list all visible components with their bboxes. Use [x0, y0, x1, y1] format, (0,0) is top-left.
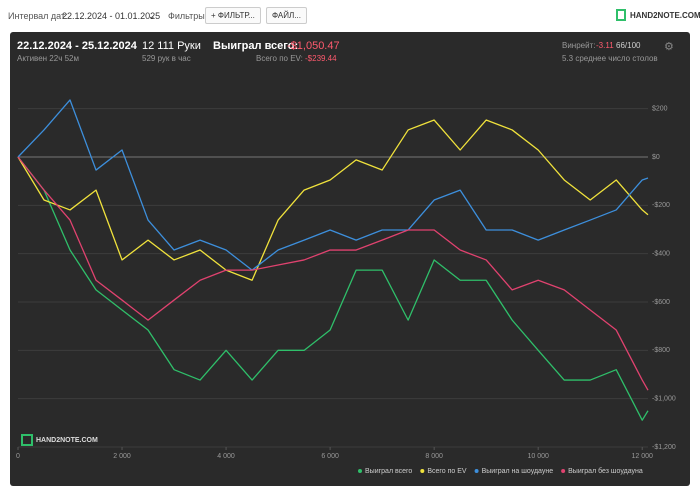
won-label: Выиграл всего:	[213, 40, 299, 52]
date-label: Интервал дат:	[8, 11, 68, 21]
series-line	[17, 99, 649, 271]
x-tick-label: 10 000	[527, 453, 549, 460]
y-tick-label: -$200	[652, 202, 670, 209]
watermark-icon	[21, 434, 33, 446]
y-tick-label: -$600	[652, 299, 670, 306]
watermark: HAND2NOTE.COM	[36, 437, 98, 444]
chevron[interactable]: ⌄	[148, 11, 156, 21]
legend-swatch	[561, 469, 566, 473]
ev-value: -$239.44	[305, 54, 337, 63]
x-tick-label: 6 000	[321, 453, 339, 460]
x-tick-label: 12 000	[632, 453, 654, 460]
y-tick-label: -$800	[652, 347, 670, 354]
x-tick-label: 8 000	[425, 453, 443, 460]
period: 22.12.2024 - 25.12.2024	[17, 40, 137, 52]
filter-button-text: ФИЛЬТР...	[217, 11, 255, 20]
series-line	[17, 119, 649, 281]
legend-swatch	[420, 469, 425, 473]
series-line	[17, 156, 649, 391]
x-tick-label: 2 000	[113, 453, 131, 460]
y-tick-label: -$1,200	[652, 444, 676, 451]
hands-per-hour: 529 рук в час	[142, 54, 191, 63]
winrate-value: -3.11	[596, 41, 614, 50]
filter-button[interactable]: + ФИЛЬТР...	[205, 7, 261, 24]
y-tick-label: $200	[652, 106, 668, 113]
file-button[interactable]: ФАЙЛ...	[266, 7, 307, 24]
legend-label: Всего по EV	[427, 468, 467, 475]
y-tick-label: $0	[652, 154, 660, 161]
y-tick-label: -$1,000	[652, 396, 676, 403]
legend-label: Выиграл на шоудауне	[482, 468, 554, 475]
legend-swatch	[358, 469, 362, 473]
x-tick-label: 0	[16, 453, 20, 460]
filters-label: Фильтры:	[168, 11, 208, 21]
settings-icon[interactable]: ⚙	[664, 41, 674, 53]
hands: 12 111 Руки	[142, 40, 201, 52]
ev-label: Всего по EV:	[256, 54, 303, 63]
winrate-label: Винрейт:	[562, 41, 596, 50]
y-tick-label: -$400	[652, 251, 670, 258]
series-line	[17, 156, 649, 421]
active: Активен 22ч 52м	[17, 54, 79, 63]
x-tick-label: 4 000	[217, 453, 235, 460]
legend-swatch	[474, 469, 479, 473]
winrate-unit: 66/100	[616, 41, 641, 50]
logo: HAND2NOTE.COM	[630, 11, 700, 20]
legend-label: Выиграл без шоудауна	[568, 467, 643, 475]
date-range[interactable]: 22.12.2024 - 01.01.2025	[62, 11, 161, 21]
logo-icon	[616, 9, 626, 21]
tables: 5.3 среднее число столов	[562, 54, 658, 63]
won-value: -$1,050.47	[287, 40, 340, 52]
legend-label: Выиграл всего	[365, 468, 412, 475]
